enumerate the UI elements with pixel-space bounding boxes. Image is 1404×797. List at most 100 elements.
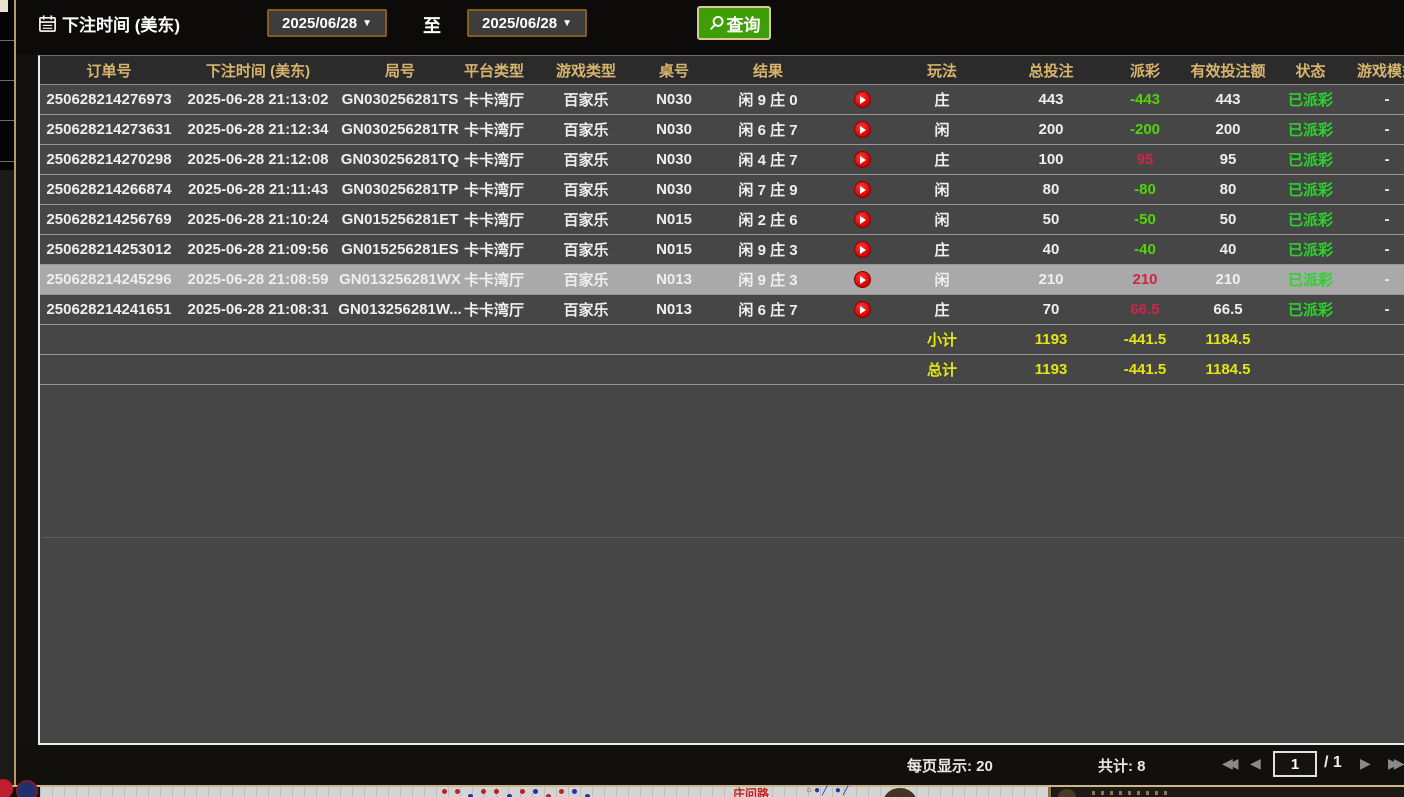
cell-table-no: N030 xyxy=(656,121,692,138)
cell-valid-bet: 95 xyxy=(1219,151,1237,168)
cell-table-no: N013 xyxy=(656,301,692,318)
subtotal-label: 小计 xyxy=(926,332,957,349)
cell-payout: 66.5 xyxy=(1130,301,1160,318)
cell-replay xyxy=(834,265,890,294)
cell-table-no: N015 xyxy=(656,211,692,228)
cell-game-type: 百家乐 xyxy=(563,122,609,139)
table-row[interactable]: 250628214256769 2025-06-28 21:10:24 GN0152… xyxy=(40,205,1404,235)
prev-page-button[interactable]: ◀ xyxy=(1250,755,1261,771)
first-page-button[interactable]: ◀◀ xyxy=(1222,755,1238,771)
cell-platform: 卡卡湾厅 xyxy=(463,182,524,199)
cell-result: 闲 6 庄 7 xyxy=(738,302,798,319)
betting-records-overlay: 下注时间 (美东) 2025/06/28 ▼ 至 2025/06/28 ▼ 查询 订… xyxy=(16,0,1404,785)
cell-game-mode: - xyxy=(1384,271,1390,288)
underlying-blue-badge xyxy=(16,780,38,797)
cell-round-id: GN015256281ES xyxy=(341,241,459,258)
replay-play-icon[interactable] xyxy=(853,271,871,288)
cell-payout: 95 xyxy=(1136,151,1154,168)
cell-payout: -40 xyxy=(1134,241,1156,258)
per-page-label: 每页显示: 20 xyxy=(907,758,993,775)
last-page-button[interactable]: ▶▶ xyxy=(1388,755,1404,771)
calendar-icon xyxy=(39,15,56,32)
cell-total-bet: 200 xyxy=(1038,121,1064,138)
replay-play-icon[interactable] xyxy=(853,241,871,258)
filter-title: 下注时间 (美东) xyxy=(38,11,180,36)
date-from-select[interactable]: 2025/06/28 ▼ xyxy=(267,9,387,37)
bet-history-table: 订单号 下注时间 (美东) 局号 平台类型 游戏类型 桌号 结果 玩法 总投注 … xyxy=(38,55,1404,745)
cell-status: 已派彩 xyxy=(1287,242,1333,259)
total-count-label: 共计: 8 xyxy=(1098,758,1146,775)
cell-play: 闲 xyxy=(934,212,950,229)
cell-result: 闲 7 庄 9 xyxy=(738,182,798,199)
cell-platform: 卡卡湾厅 xyxy=(463,212,524,229)
replay-play-icon[interactable] xyxy=(853,301,871,318)
table-row[interactable]: 250628214241651 2025-06-28 21:08:31 GN0132… xyxy=(40,295,1404,325)
table-row[interactable]: 250628214266874 2025-06-28 21:11:43 GN0302… xyxy=(40,175,1404,205)
roadmap-grid xyxy=(40,787,1050,797)
table-row[interactable]: 250628214273631 2025-06-28 21:12:34 GN0302… xyxy=(40,115,1404,145)
total-total-bet: 1193 xyxy=(1034,361,1068,378)
col-header-order-id: 订单号 xyxy=(86,62,132,80)
table-row[interactable]: 250628214270298 2025-06-28 21:12:08 GN0302… xyxy=(40,145,1404,175)
cell-play: 庄 xyxy=(934,302,950,319)
cell-game-mode: - xyxy=(1384,91,1390,108)
cell-order-id: 250628214266874 xyxy=(46,181,172,198)
next-page-button[interactable]: ▶ xyxy=(1360,755,1371,771)
replay-play-icon[interactable] xyxy=(853,181,871,198)
cell-order-id: 250628214245296 xyxy=(46,271,172,288)
subtotal-total-bet: 1193 xyxy=(1034,331,1068,348)
cell-round-id: GN013256281WX xyxy=(339,271,461,288)
replay-play-icon[interactable] xyxy=(853,91,871,108)
cell-round-id: GN030256281TP xyxy=(341,181,459,198)
table-body: 250628214276973 2025-06-28 21:13:02 GN0302… xyxy=(40,85,1404,325)
table-empty-area xyxy=(42,440,1404,743)
replay-play-icon[interactable] xyxy=(853,151,871,168)
cell-play: 闲 xyxy=(934,272,950,289)
cell-replay xyxy=(834,205,890,234)
table-row[interactable]: 250628214253012 2025-06-28 21:09:56 GN0152… xyxy=(40,235,1404,265)
col-header-game-type: 游戏类型 xyxy=(555,62,616,80)
cell-game-mode: - xyxy=(1384,121,1390,138)
underlying-corner-fragment xyxy=(0,0,8,12)
cell-play: 庄 xyxy=(934,92,950,109)
replay-play-icon[interactable] xyxy=(853,211,871,228)
col-header-round-id: 局号 xyxy=(384,62,415,80)
page-number-input[interactable] xyxy=(1273,751,1317,777)
cell-status: 已派彩 xyxy=(1287,152,1333,169)
total-row: 总计 1193 -441.5 1184.5 xyxy=(40,355,1404,385)
cell-order-id: 250628214270298 xyxy=(46,151,172,168)
cell-bet-time: 2025-06-28 21:12:34 xyxy=(187,121,329,138)
col-header-payout: 派彩 xyxy=(1129,62,1160,80)
cell-total-bet: 100 xyxy=(1038,151,1064,168)
table-row[interactable]: 250628214276973 2025-06-28 21:13:02 GN0302… xyxy=(40,85,1404,115)
table-row[interactable]: 250628214245296 2025-06-28 21:08:59 GN0132… xyxy=(40,265,1404,295)
cell-round-id: GN030256281TQ xyxy=(340,151,460,168)
cell-valid-bet: 443 xyxy=(1215,91,1241,108)
col-header-platform: 平台类型 xyxy=(463,62,524,80)
cell-bet-time: 2025-06-28 21:13:02 xyxy=(187,91,329,108)
date-to-value: 2025/06/28 xyxy=(482,14,558,32)
col-header-bet-time: 下注时间 (美东) xyxy=(205,62,311,80)
cell-game-type: 百家乐 xyxy=(563,242,609,259)
col-header-status: 状态 xyxy=(1295,62,1326,80)
date-to-select[interactable]: 2025/06/28 ▼ xyxy=(467,9,587,37)
cell-valid-bet: 80 xyxy=(1219,181,1237,198)
total-payout: -441.5 xyxy=(1123,361,1167,378)
cell-round-id: GN015256281ET xyxy=(341,211,459,228)
replay-play-icon[interactable] xyxy=(853,121,871,138)
road-legend-symbols: ○●╱ ●╱ xyxy=(806,785,851,796)
cell-bet-time: 2025-06-28 21:08:59 xyxy=(187,271,329,288)
underlying-game-lobby-strip: 庄问路 ○●╱ ●╱ xyxy=(0,785,1404,797)
date-range-to-label: 至 xyxy=(423,16,441,36)
cell-game-type: 百家乐 xyxy=(563,92,609,109)
cell-game-type: 百家乐 xyxy=(563,302,609,319)
total-label: 总计 xyxy=(926,362,957,379)
cell-play: 闲 xyxy=(934,182,950,199)
cell-round-id: GN030256281TR xyxy=(341,121,459,138)
query-button[interactable]: 查询 xyxy=(697,6,771,40)
cell-order-id: 250628214276973 xyxy=(46,91,172,108)
cell-total-bet: 210 xyxy=(1038,271,1064,288)
cell-table-no: N030 xyxy=(656,181,692,198)
cell-total-bet: 50 xyxy=(1042,211,1060,228)
underlying-dark-panel xyxy=(1052,787,1404,797)
